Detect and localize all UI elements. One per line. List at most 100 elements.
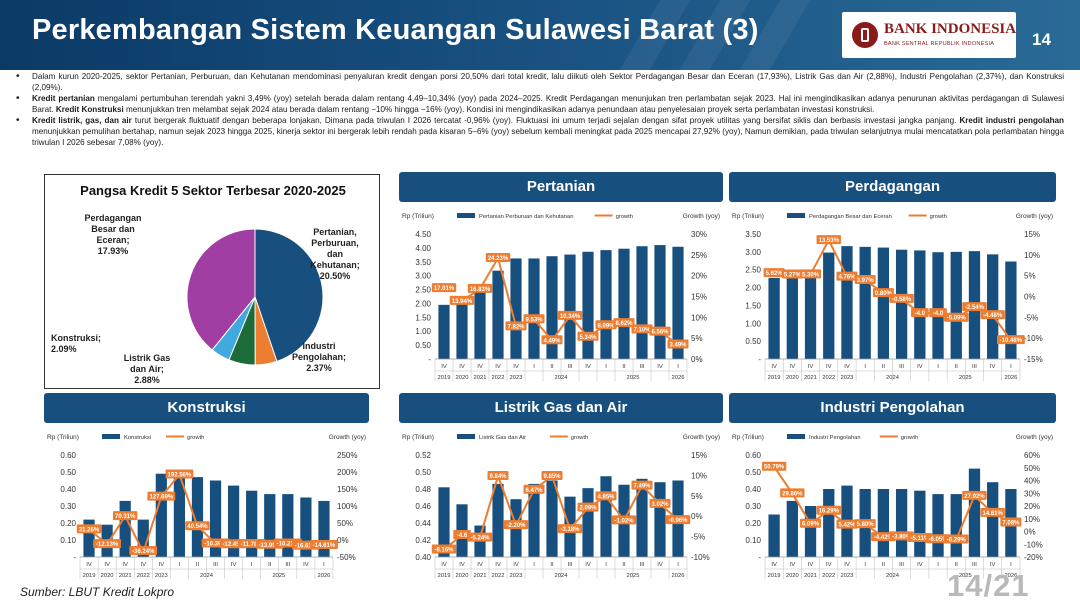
x-tick-label: II [268, 562, 272, 568]
x-tick-label: IV [86, 562, 92, 568]
chart-panel-listrik: Listrik Gas dan Air Rp (Triliun) Growth (… [399, 393, 723, 585]
y2-tick-label: -5% [691, 533, 705, 542]
x-year-label: 2022 [137, 573, 150, 579]
growth-label-bg [557, 310, 583, 320]
chart-pertanian: Rp (Triliun) Growth (yoy) Pertanian Perbur… [402, 213, 720, 381]
bar [246, 490, 258, 557]
chart-title-konstruksi: Konstruksi [44, 393, 369, 423]
x-year-label: 2024 [555, 573, 569, 579]
growth-label-bg [980, 507, 1005, 517]
x-tick-label: IV [990, 562, 996, 568]
bar [932, 252, 944, 359]
x-tick-label: III [972, 562, 977, 568]
x-year-label: 2019 [438, 375, 451, 381]
y2-tick-label: 0% [691, 512, 703, 521]
x-tick-label: IV [141, 562, 147, 568]
bar [155, 473, 167, 557]
y2-tick-label: 10% [691, 313, 707, 322]
growth-data-label: 6.47% [525, 488, 543, 494]
y-axis-label-left: Rp (Triliun) [732, 213, 764, 220]
y-tick-label: 0.30 [745, 502, 761, 511]
growth-data-label: 4.85% [597, 494, 615, 500]
growth-label-bg [310, 539, 338, 549]
y-tick-label: - [73, 553, 76, 562]
x-year-label: 2024 [555, 375, 569, 381]
growth-label-bg [76, 524, 102, 534]
y-tick-label: 0.50 [415, 341, 431, 350]
growth-data-label: -6.05% [929, 537, 949, 543]
bar [546, 256, 558, 359]
bar [654, 482, 666, 557]
y-axis-label-left: Rp (Triliun) [47, 434, 79, 441]
y-tick-label: 0.50 [60, 468, 76, 477]
x-year-label: 2026 [1004, 375, 1017, 381]
y2-tick-label: 5% [1024, 272, 1036, 281]
chart-title-industri: Industri Pengolahan [729, 393, 1056, 423]
x-tick-label: I [1010, 562, 1012, 568]
x-year-label: 2024 [886, 375, 900, 381]
pie-slice [186, 228, 256, 351]
growth-label-bg [485, 253, 511, 263]
x-tick-label: II [955, 562, 959, 568]
growth-data-label: 8.09% [597, 323, 615, 329]
chart-title-pertanian: Pertanian [399, 172, 723, 202]
pie-title: Pangsa Kredit 5 Sektor Terbesar 2020-202… [80, 183, 346, 198]
growth-label-bg [1000, 517, 1022, 527]
x-tick-label: III [972, 364, 977, 370]
pie-chart [186, 228, 324, 366]
growth-label-bg [816, 235, 841, 245]
growth-label-bg [165, 469, 194, 479]
brand-subtitle: BANK SENTRAL REPUBLIK INDONESIA [884, 41, 995, 47]
growth-data-label: -5.09% [947, 316, 967, 322]
legend-bar-label: Perdagangan Besar dan Eceran [809, 214, 892, 220]
growth-data-label: -5.24% [470, 536, 490, 542]
growth-label-bg [129, 546, 158, 555]
x-tick-label: IV [790, 364, 796, 370]
y2-tick-label: 50% [1024, 464, 1040, 473]
growth-data-label: 9.84% [489, 474, 507, 480]
bank-indonesia-logo-icon [852, 22, 878, 48]
y2-tick-label: -5% [1024, 313, 1038, 322]
growth-data-label: 17.01% [434, 286, 455, 292]
bar [950, 494, 962, 557]
growth-data-label: 4.49% [543, 338, 561, 344]
bar [877, 247, 890, 359]
bar [768, 514, 780, 557]
chart-panel-perdagangan: Perdagangan Rp (Triliun) Growth (yoy) Perd… [729, 172, 1056, 387]
x-tick-label: III [568, 562, 573, 568]
y2-tick-label: 60% [1024, 451, 1040, 460]
y-tick-label: 0.44 [415, 519, 431, 528]
growth-data-label: -12.13% [96, 542, 119, 548]
bar [456, 297, 468, 359]
growth-data-label: -8.16% [434, 547, 454, 553]
y-axis-label-left: Rp (Triliun) [402, 434, 434, 441]
y-tick-label: 0.50 [745, 337, 761, 346]
bullet-bold-text: Kredit Konstruksi [55, 104, 124, 114]
y-tick-label: 1.00 [415, 327, 431, 336]
y2-tick-label: -20% [1024, 553, 1043, 562]
y2-tick-label: 10% [691, 471, 707, 480]
growth-data-label: 29.86% [782, 491, 803, 497]
growth-data-label: 10.34% [560, 314, 581, 320]
bar [492, 270, 504, 359]
growth-label-bg [595, 320, 617, 330]
brand-name: BANK INDONESIA [884, 21, 1017, 37]
x-tick-label: II [196, 562, 200, 568]
x-year-label: 2021 [474, 573, 487, 579]
growth-data-label: -4.42% [874, 535, 894, 541]
y-tick-label: 0.46 [415, 502, 431, 511]
bar [510, 258, 522, 359]
growth-data-label: -10.21% [277, 541, 300, 547]
bar [914, 250, 926, 359]
bar [546, 480, 558, 557]
growth-label-bg [649, 326, 671, 336]
growth-label-bg [557, 524, 583, 534]
growth-data-label: -36.24% [132, 549, 155, 555]
growth-data-label: 6.09% [802, 522, 820, 528]
x-tick-label: IV [917, 562, 923, 568]
growth-data-label: 50.79% [764, 465, 785, 471]
chart-listrik: Rp (Triliun) Growth (yoy) Listrik Gas dan … [402, 434, 720, 579]
x-year-label: 2020 [456, 573, 469, 579]
y2-tick-label: 0% [1024, 293, 1036, 302]
x-tick-label: II [622, 364, 626, 370]
